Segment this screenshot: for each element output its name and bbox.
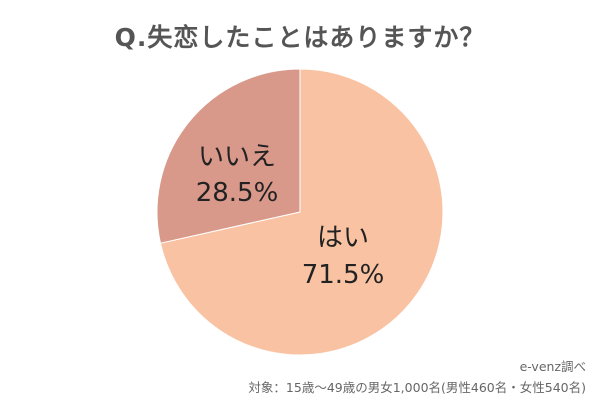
pie-slice-yes [159,68,444,356]
slice-label-no-percent: 28.5% [196,178,279,208]
chart-title: Q.失恋したことはありますか？ [114,23,486,52]
pie-slice-no [156,68,301,244]
survey-note: 対象：15歳～49歳の男女1,000名(男性460名・女性540名) [248,380,586,395]
slice-label-no-name: いいえ [198,142,276,172]
source-credit: e-venz調べ [519,359,586,374]
slice-label-yes-name: はい [317,223,369,253]
slice-label-yes-percent: 71.5% [302,260,385,290]
